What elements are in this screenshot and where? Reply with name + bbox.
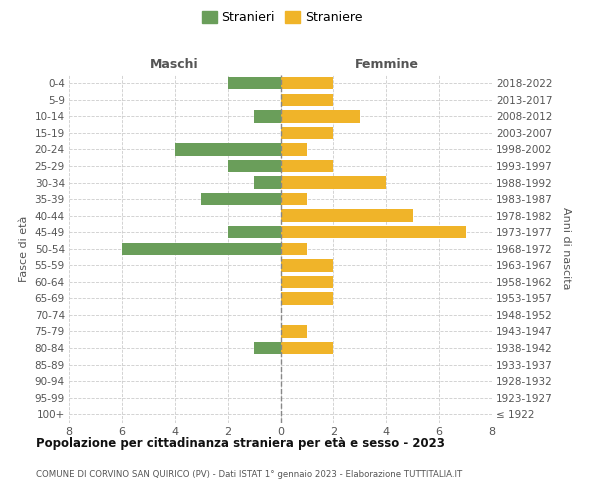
- Bar: [281, 326, 307, 338]
- Bar: [254, 176, 281, 189]
- Bar: [227, 77, 281, 90]
- Text: Popolazione per cittadinanza straniera per età e sesso - 2023: Popolazione per cittadinanza straniera p…: [36, 438, 445, 450]
- Text: Femmine: Femmine: [355, 58, 418, 71]
- Bar: [281, 210, 413, 222]
- Bar: [281, 193, 307, 205]
- Bar: [281, 226, 466, 238]
- Bar: [254, 342, 281, 354]
- Bar: [281, 342, 334, 354]
- Bar: [281, 77, 334, 90]
- Bar: [201, 193, 281, 205]
- Y-axis label: Fasce di età: Fasce di età: [19, 216, 29, 282]
- Bar: [227, 226, 281, 238]
- Bar: [281, 259, 334, 272]
- Bar: [122, 242, 281, 255]
- Legend: Stranieri, Straniere: Stranieri, Straniere: [199, 8, 365, 26]
- Bar: [227, 160, 281, 172]
- Text: COMUNE DI CORVINO SAN QUIRICO (PV) - Dati ISTAT 1° gennaio 2023 - Elaborazione T: COMUNE DI CORVINO SAN QUIRICO (PV) - Dat…: [36, 470, 462, 479]
- Text: Maschi: Maschi: [150, 58, 199, 71]
- Bar: [281, 242, 307, 255]
- Bar: [281, 276, 334, 288]
- Bar: [281, 176, 386, 189]
- Bar: [281, 110, 360, 122]
- Bar: [254, 110, 281, 122]
- Bar: [281, 144, 307, 156]
- Bar: [175, 144, 281, 156]
- Bar: [281, 94, 334, 106]
- Y-axis label: Anni di nascita: Anni di nascita: [561, 208, 571, 290]
- Bar: [281, 160, 334, 172]
- Bar: [281, 292, 334, 304]
- Bar: [281, 126, 334, 139]
